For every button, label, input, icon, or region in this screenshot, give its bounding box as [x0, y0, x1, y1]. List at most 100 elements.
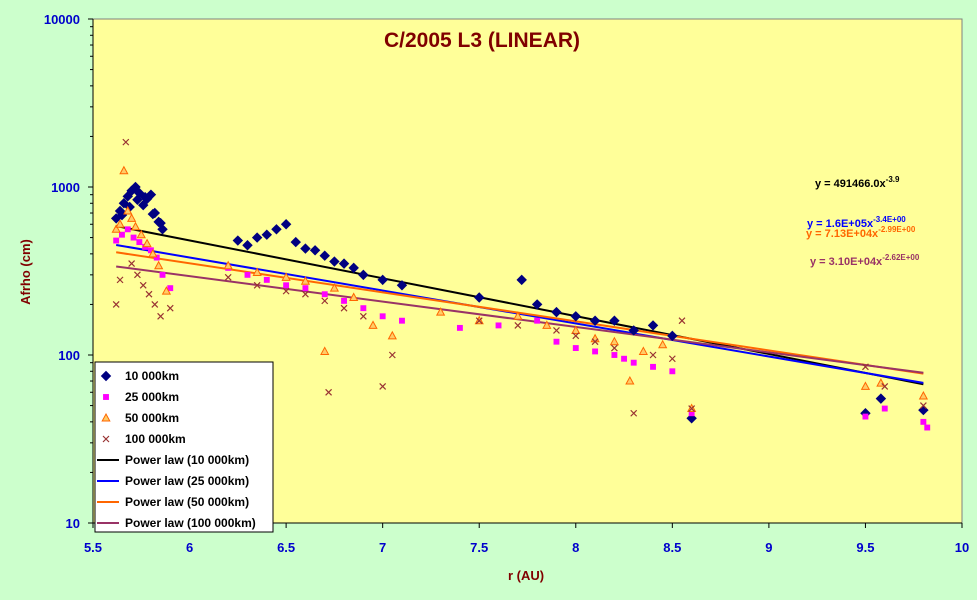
data-point [100, 370, 112, 382]
data-point [456, 324, 463, 331]
y-tick-label: 10000 [44, 12, 80, 27]
data-point [309, 245, 321, 256]
data-point [130, 221, 141, 231]
x-tick-label: 8 [572, 540, 579, 555]
data-point [136, 229, 146, 239]
legend-label: 25 000km [125, 390, 179, 404]
data-point [359, 312, 367, 320]
data-point [148, 248, 158, 258]
data-point [591, 338, 599, 346]
y-tick-label: 1000 [51, 180, 80, 195]
data-point [159, 271, 166, 278]
x-tick-label: 9.5 [856, 540, 874, 555]
data-point [531, 299, 543, 310]
data-point [669, 368, 676, 375]
data-point [119, 165, 129, 175]
data-point [329, 283, 340, 292]
data-point [128, 260, 136, 268]
data-point [329, 256, 340, 267]
x-tick-label: 9 [765, 540, 772, 555]
data-point [678, 317, 686, 325]
legend-box [94, 361, 274, 533]
data-point [113, 237, 120, 244]
data-point [136, 239, 143, 246]
data-point [611, 352, 618, 358]
data-point [650, 363, 656, 370]
data-point [290, 236, 301, 248]
data-point [157, 312, 165, 320]
data-point [919, 402, 927, 409]
data-point [688, 410, 695, 417]
data-point [223, 260, 233, 270]
data-point [534, 317, 541, 324]
data-point [609, 336, 620, 346]
data-point [244, 271, 251, 278]
data-point [435, 307, 446, 316]
data-point [263, 276, 270, 283]
equation-exponent: -2.99E+00 [878, 225, 916, 234]
data-point [283, 282, 290, 289]
data-point [340, 304, 348, 312]
data-point [115, 219, 125, 228]
data-point [153, 254, 160, 261]
data-point [474, 292, 485, 303]
data-point [475, 317, 483, 325]
data-point [572, 345, 579, 351]
data-point [860, 381, 871, 390]
data-point [572, 332, 580, 340]
data-point [142, 238, 152, 248]
data-point [147, 247, 154, 254]
data-point [123, 205, 133, 215]
data-point [592, 348, 599, 355]
data-point [116, 276, 124, 284]
data-point [924, 424, 931, 431]
data-point [647, 320, 659, 331]
data-point [253, 281, 261, 289]
legend-label: Power law (100 000km) [125, 516, 256, 530]
data-point [151, 301, 159, 308]
data-point [387, 330, 397, 340]
data-point [281, 272, 291, 281]
data-point [349, 292, 359, 301]
data-point [251, 232, 263, 243]
data-point [358, 269, 369, 281]
data-point [348, 262, 359, 274]
data-point [860, 408, 871, 419]
y-tick-label: 10 [66, 516, 80, 531]
x-tick-label: 6.5 [277, 540, 295, 555]
data-point [112, 301, 120, 308]
fit-line [116, 251, 924, 375]
data-point [122, 138, 130, 146]
x-tick-label: 7 [379, 540, 386, 555]
data-point [399, 317, 405, 324]
data-point [301, 290, 309, 298]
data-point [119, 231, 125, 238]
equation-exponent: -2.62E+00 [882, 253, 920, 262]
data-point [377, 274, 388, 286]
data-point [166, 304, 174, 312]
data-point [396, 280, 408, 291]
data-point [625, 375, 635, 385]
data-point [658, 339, 668, 349]
data-point [862, 363, 869, 371]
data-point [553, 327, 560, 334]
data-point [638, 346, 649, 355]
data-point [514, 321, 522, 329]
data-point [388, 351, 396, 359]
equation-exponent: -3.9 [886, 175, 900, 184]
data-point [161, 286, 172, 295]
data-point [649, 351, 657, 359]
data-point [232, 235, 244, 246]
y-axis-title: Afrho (cm) [18, 239, 33, 305]
data-point [147, 208, 159, 220]
data-point [280, 219, 292, 230]
data-point [302, 285, 309, 292]
data-point [920, 418, 927, 425]
data-point [130, 234, 137, 241]
legend-label: 10 000km [125, 369, 179, 383]
data-point [875, 393, 887, 404]
equation-exponent: -3.4E+00 [873, 215, 906, 224]
data-point [319, 250, 330, 261]
y-tick-label: 100 [58, 348, 80, 363]
